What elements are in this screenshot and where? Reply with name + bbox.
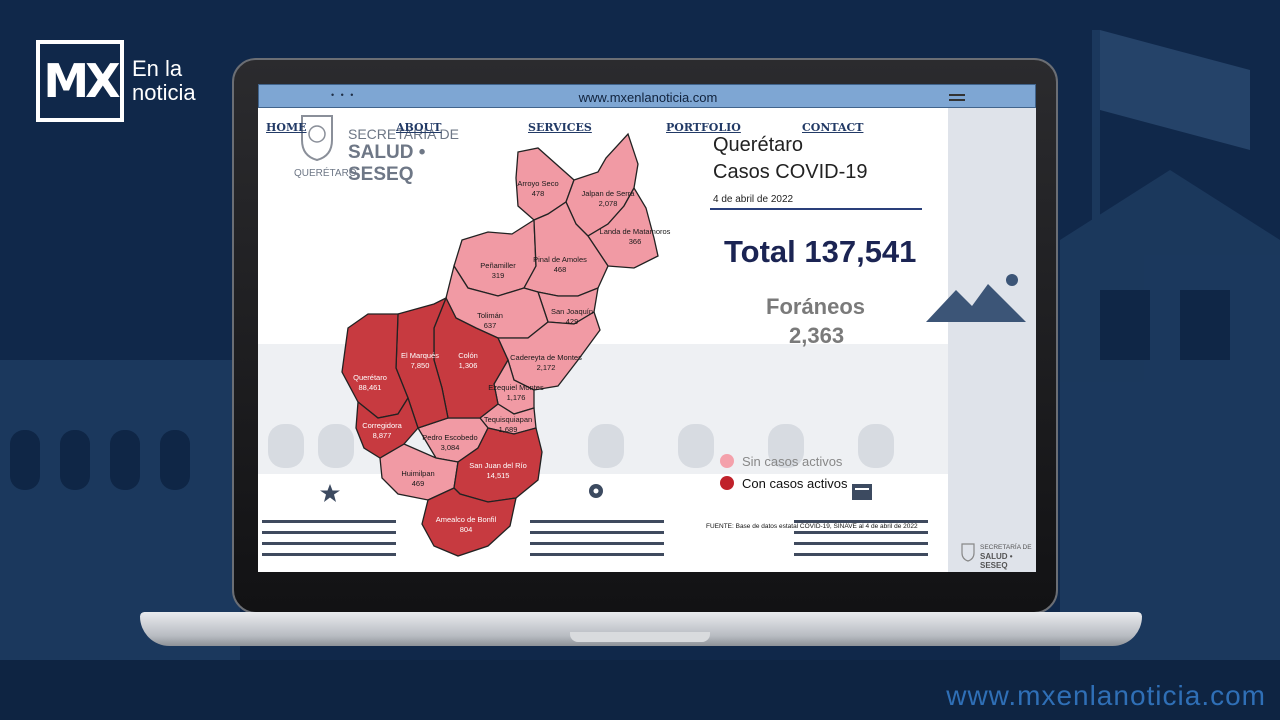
label-jalpan: Jalpan de Serra 2,078 bbox=[582, 189, 636, 208]
nav-services[interactable]: SERVICES bbox=[528, 121, 592, 134]
star-icon bbox=[320, 484, 340, 502]
footer-lines-2 bbox=[530, 520, 664, 564]
label-ezequiel: Ezequiel Montes 1,176 bbox=[488, 383, 544, 402]
agency-line3: QUERÉTARO bbox=[294, 168, 357, 179]
label-corregidora: Corregidora 8,877 bbox=[362, 421, 402, 440]
label-landa: Landa de Matamoros 366 bbox=[600, 227, 671, 246]
legend-inactive: Sin casos activos bbox=[720, 450, 848, 472]
legend-dot-active bbox=[720, 476, 734, 490]
logo-mark: MX bbox=[36, 40, 124, 122]
logo-text-line1: En la bbox=[132, 56, 183, 81]
region-cadereyta bbox=[496, 311, 601, 391]
footer-lines-1 bbox=[262, 520, 396, 564]
label-sjr: San Juan del Río 14,515 bbox=[469, 461, 527, 480]
label-pinal: Pinal de Amoles 468 bbox=[533, 255, 587, 274]
queretaro-map: Arroyo Seco 478 Jalpan de Serra 2,078 Land… bbox=[341, 132, 671, 557]
location-pin-icon bbox=[589, 484, 603, 498]
logo-text-line2: noticia bbox=[132, 80, 196, 105]
date-underline bbox=[710, 208, 922, 210]
agency-logo: SECRETARÍA DE SALUD • SESEQ QUERÉTARO bbox=[294, 110, 494, 185]
label-tequis: Tequisquiapan 1,689 bbox=[484, 415, 532, 434]
foraneos-label: Foráneos bbox=[766, 294, 866, 319]
agency-line1: SECRETARÍA DE bbox=[348, 126, 459, 142]
mountain-icon bbox=[926, 274, 1026, 322]
label-arroyo-seco: Arroyo Seco 478 bbox=[517, 179, 558, 198]
menu-icon[interactable] bbox=[949, 94, 965, 101]
legend-active: Con casos activos bbox=[720, 472, 848, 494]
window-dots[interactable]: • • • bbox=[331, 90, 356, 100]
nav-about[interactable]: ABOUT bbox=[396, 121, 442, 134]
label-huimilpan: Huimilpan 469 bbox=[401, 469, 434, 488]
laptop-notch bbox=[570, 632, 710, 642]
legend-label-inactive: Sin casos activos bbox=[742, 453, 843, 469]
label-san-joaquin: San Joaquín 429 bbox=[551, 307, 593, 326]
side-panel bbox=[948, 108, 1036, 572]
address-bar[interactable]: www.mxenlanoticia.com bbox=[578, 90, 718, 105]
region-amealco bbox=[421, 487, 517, 557]
agency-line2: SALUD • SESEQ bbox=[348, 142, 426, 185]
nav-contact[interactable]: CONTACT bbox=[802, 121, 864, 134]
label-cadereyta: Cadereyta de Montes 2,172 bbox=[510, 353, 582, 372]
report-title-line1: Querétaro bbox=[713, 134, 804, 156]
report-date: 4 de abril de 2022 bbox=[713, 194, 794, 205]
mini-agency-line1: SECRETARÍA DE bbox=[980, 544, 1032, 551]
coat-of-arms-icon bbox=[301, 115, 333, 162]
label-el-marques: El Marqués 7,850 bbox=[401, 351, 439, 370]
message-icon bbox=[852, 484, 872, 500]
report-title-line2: Casos COVID-19 bbox=[713, 161, 868, 183]
laptop-screen: • • • www.mxenlanoticia.com SECRETARÍA D… bbox=[258, 84, 1036, 572]
label-amealco: Amealco de Bonfil 804 bbox=[436, 515, 497, 534]
label-pedro-escobedo: Pedro Escobedo 3,084 bbox=[422, 433, 477, 452]
mini-agency-line2: SALUD • SESEQ bbox=[980, 552, 1013, 570]
logo-letters: MX bbox=[43, 54, 120, 108]
browser-bar: • • • www.mxenlanoticia.com bbox=[258, 84, 1036, 108]
brand-logo: MX En la noticia bbox=[36, 40, 196, 122]
nav-portfolio[interactable]: PORTFOLIO bbox=[666, 121, 741, 134]
label-toliman: Tolimán 637 bbox=[477, 311, 503, 330]
label-queretaro: Querétaro 88,461 bbox=[353, 373, 387, 392]
logo-text: En la noticia bbox=[132, 57, 196, 105]
label-penamiller: Peñamiller 319 bbox=[480, 261, 516, 280]
footer-url[interactable]: www.mxenlanoticia.com bbox=[946, 680, 1266, 711]
map-legend: Sin casos activos Con casos activos bbox=[720, 450, 848, 494]
total-cases: Total 137,541 bbox=[724, 234, 917, 269]
region-corregidora bbox=[355, 396, 419, 459]
label-colon: Colón 1,306 bbox=[458, 351, 478, 370]
source-note: FUENTE: Base de datos estatal COVID-19, … bbox=[706, 523, 918, 530]
mini-agency-logo: SECRETARÍA DE SALUD • SESEQ bbox=[958, 540, 1036, 570]
legend-label-active: Con casos activos bbox=[742, 475, 848, 491]
legend-dot-inactive bbox=[720, 454, 734, 468]
footer-lines-3 bbox=[794, 520, 928, 564]
mini-coat-of-arms-icon bbox=[961, 543, 975, 562]
foraneos-value: 2,363 bbox=[789, 323, 845, 348]
region-landa bbox=[587, 186, 659, 269]
nav-home[interactable]: HOME bbox=[266, 121, 307, 134]
